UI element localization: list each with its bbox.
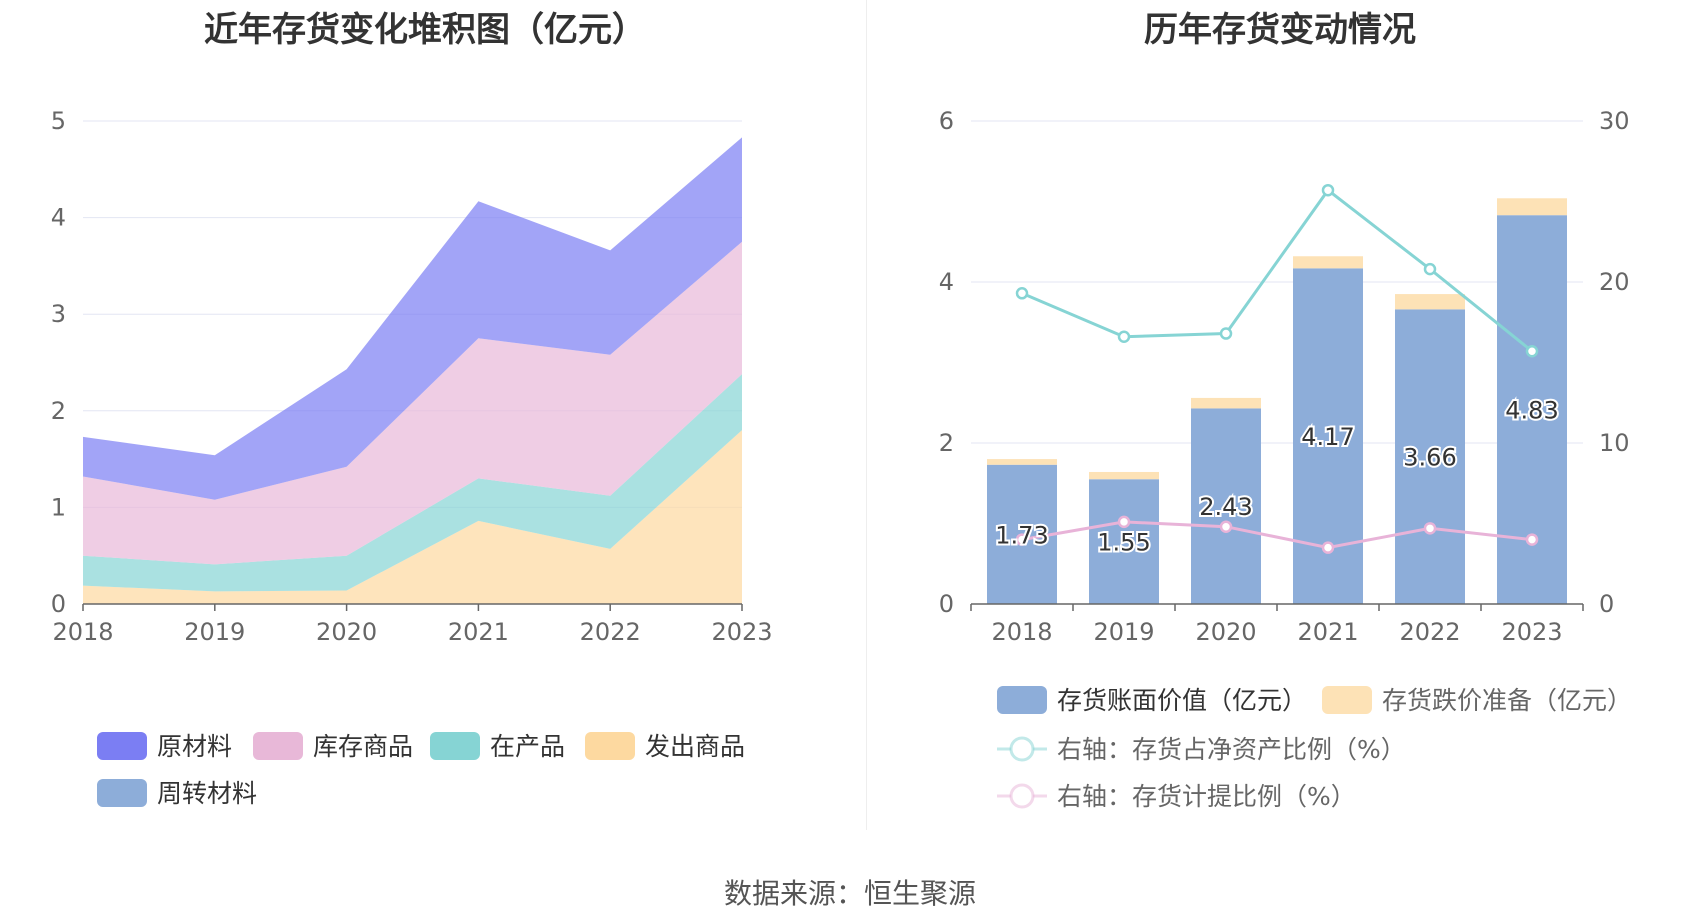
bar-book-value (1089, 479, 1159, 604)
right-chart-title: 历年存货变动情况 (1144, 10, 1416, 50)
net-asset-ratio-point (1219, 327, 1233, 340)
left-x-tick-label: 2023 (711, 618, 772, 646)
panel-divider (866, 0, 867, 830)
bar-value-label: 2.43 (1199, 493, 1252, 521)
right-y2-tick-label: 30 (1599, 107, 1630, 135)
right-x-tick-label: 2020 (1195, 618, 1256, 646)
left-legend-label: 周转材料 (157, 779, 257, 808)
bar-value-label: 1.73 (995, 521, 1048, 549)
left-legend-swatch (253, 732, 303, 760)
area-wip (83, 374, 742, 592)
right-legend-label: 存货跌价准备（亿元） (1382, 686, 1632, 715)
left-legend-swatch (97, 732, 147, 760)
left-y-tick-label: 4 (51, 204, 66, 232)
left-legend-swatch (430, 732, 480, 760)
area-shipped_goods (83, 430, 742, 604)
left-legend-label: 在产品 (490, 732, 565, 761)
left-y-tick-label: 1 (51, 493, 66, 521)
left-x-tick-label: 2020 (316, 618, 377, 646)
bar-value-label: 3.66 (1403, 444, 1456, 472)
bar-book-value (1395, 309, 1465, 604)
right-y2-tick-label: 0 (1599, 590, 1614, 618)
bar-impairment (1293, 256, 1363, 269)
provision-ratio-point (1525, 533, 1539, 546)
right-legend-label: 右轴：存货占净资产比例（%） (1057, 735, 1406, 764)
provision-ratio-point (1219, 520, 1233, 533)
left-legend-swatch (585, 732, 635, 760)
bar-value-label: 1.55 (1097, 529, 1150, 557)
right-x-tick-label: 2022 (1399, 618, 1460, 646)
right-legend-swatch (997, 686, 1047, 714)
left-y-tick-label: 0 (51, 590, 66, 618)
data-source-note: 数据来源：恒生聚源 (723, 877, 976, 910)
left-legend-swatch (97, 779, 147, 807)
bar-book-value (1191, 408, 1261, 604)
provision-ratio-point (1015, 533, 1029, 546)
right-x-tick-label: 2018 (991, 618, 1052, 646)
right-legend-swatch (1322, 686, 1372, 714)
right-x-tick-label: 2023 (1501, 618, 1562, 646)
right-y-tick-label: 0 (939, 590, 954, 618)
right-y2-tick-label: 10 (1599, 429, 1630, 457)
provision-ratio-line (1021, 520, 1533, 550)
left-chart: 0 1 2 3 4 5 2018 2019 2020 2021 2022 2023 原材料 库存商品 在产品… (51, 107, 773, 808)
area-raw_materials (83, 137, 742, 500)
left-y-tick-label: 3 (51, 300, 66, 328)
provision-ratio-point (1117, 515, 1131, 529)
left-y-tick-label: 5 (51, 107, 66, 135)
right-y-tick-label: 2 (939, 429, 954, 457)
left-legend-label: 发出商品 (645, 732, 745, 761)
right-legend-label: 右轴：存货计提比例（%） (1057, 782, 1356, 811)
left-legend-label: 库存商品 (313, 732, 413, 761)
right-legend-label: 存货账面价值（亿元） (1057, 686, 1307, 715)
area-inventory_goods (83, 241, 742, 565)
right-legend-marker (1009, 736, 1035, 762)
left-x-tick-label: 2021 (448, 618, 509, 646)
bar-impairment (1497, 198, 1567, 216)
bar-impairment (1191, 397, 1261, 409)
net-asset-ratio-point (1423, 262, 1437, 276)
right-y2-tick-label: 20 (1599, 268, 1630, 296)
left-y-tick-label: 2 (51, 397, 66, 425)
right-x-tick-label: 2019 (1093, 618, 1154, 646)
net-asset-ratio-point (1117, 330, 1131, 343)
bar-impairment (1089, 471, 1159, 480)
net-asset-ratio-point (1321, 183, 1335, 197)
left-x-tick-label: 2022 (580, 618, 641, 646)
right-legend-marker (1009, 783, 1035, 809)
left-legend-label: 原材料 (157, 732, 232, 761)
provision-ratio-point (1423, 522, 1437, 535)
net-asset-ratio-point (1015, 287, 1029, 300)
bar-value-label: 4.17 (1301, 423, 1354, 451)
bar-impairment (1395, 294, 1465, 310)
bar-value-label: 4.83 (1505, 397, 1558, 425)
left-x-tick-label: 2019 (184, 618, 245, 646)
left-x-tick-label: 2018 (52, 618, 113, 646)
right-y-tick-label: 6 (939, 107, 954, 135)
bar-impairment (987, 459, 1057, 465)
net-asset-ratio-line (1021, 188, 1533, 353)
net-asset-ratio-point (1525, 344, 1539, 358)
right-chart: 0 2 4 6 0 10 20 30 2018 2019 2020 2021 2022 2023 1.73 1… (939, 107, 1632, 811)
provision-ratio-point (1321, 541, 1335, 554)
right-x-tick-label: 2021 (1297, 618, 1358, 646)
right-y-tick-label: 4 (939, 268, 954, 296)
left-chart-title: 近年存货变化堆积图（亿元） (204, 10, 646, 50)
